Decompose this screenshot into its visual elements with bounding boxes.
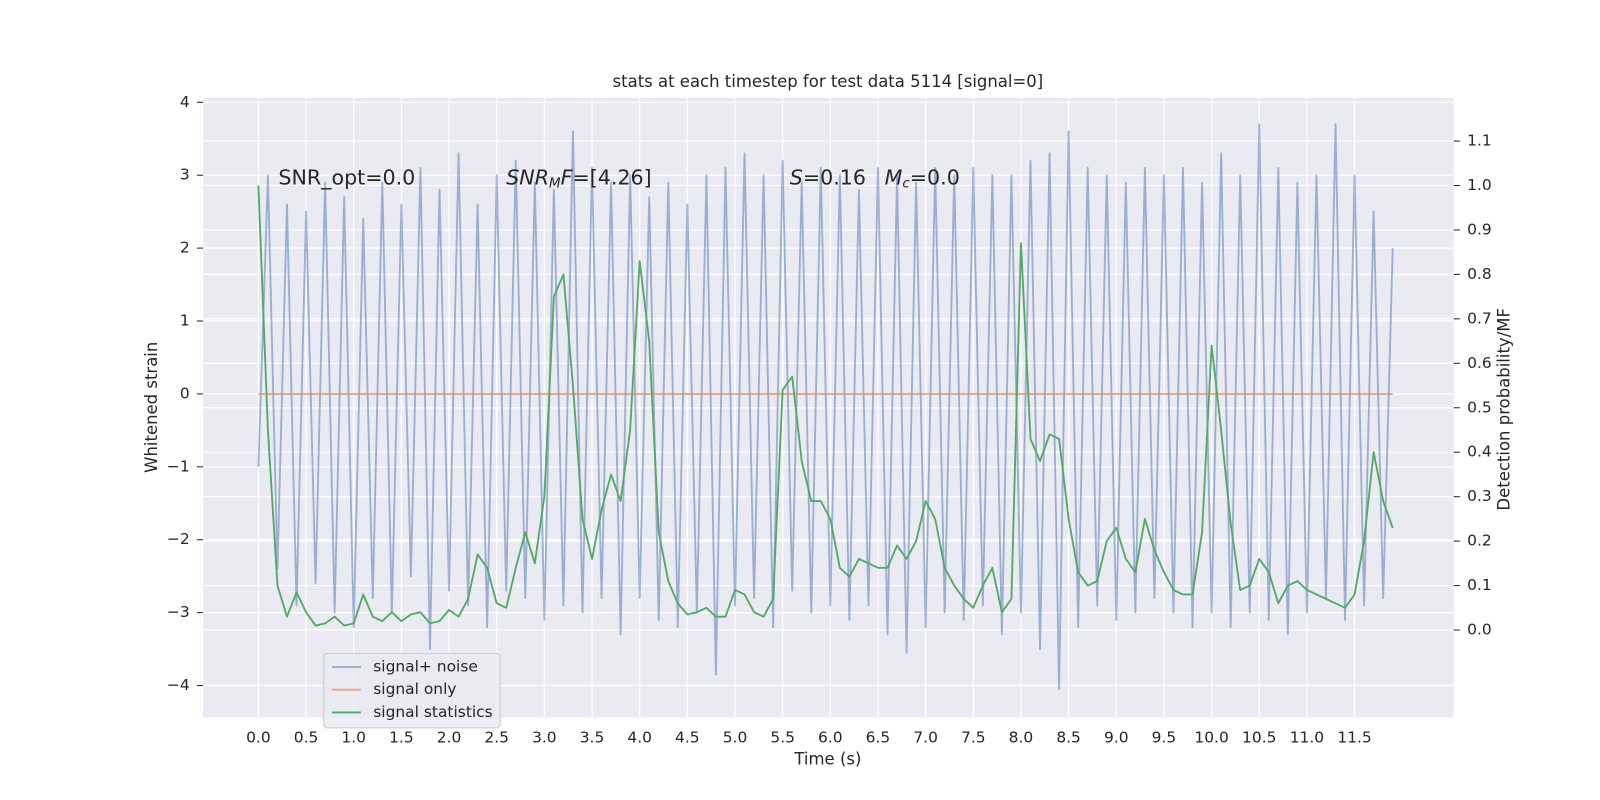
annotation-text: SNR xyxy=(506,165,549,189)
x-tick-label: 1.5 xyxy=(389,729,414,747)
legend-box xyxy=(323,653,501,729)
x-tick-label: 10.0 xyxy=(1194,729,1228,747)
x-axis-label: Time (s) xyxy=(793,749,861,768)
x-tick-label: 0.5 xyxy=(294,729,319,747)
x-tick-label: 3.5 xyxy=(580,729,605,747)
x-tick-label: 7.5 xyxy=(961,729,986,747)
annotation-text: F xyxy=(561,165,574,189)
x-tick-label: 3.0 xyxy=(532,729,557,747)
y2-tick-label: 0.8 xyxy=(1467,265,1492,283)
series-line xyxy=(257,185,1394,627)
x-tick-label: 2.5 xyxy=(484,729,509,747)
x-tick-label: 0.0 xyxy=(246,729,271,747)
y-tick-label: 4 xyxy=(180,93,190,111)
y-tick-label: 3 xyxy=(180,166,190,184)
marks xyxy=(257,123,1394,691)
x-tick-label: 1.0 xyxy=(341,729,366,747)
grid xyxy=(203,97,1454,718)
annotation: SNRMF=[4.26] xyxy=(506,165,652,191)
x-tick-label: 9.5 xyxy=(1152,729,1177,747)
y2-tick-label: 0.0 xyxy=(1467,621,1492,639)
legend-label: signal only xyxy=(373,680,456,698)
y-tick-label: 0 xyxy=(180,384,190,402)
annotation-text: SNR_opt=0.0 xyxy=(278,165,415,190)
y2-tick-label: 0.1 xyxy=(1467,576,1492,594)
legend: signal+ noise signal only signal statistic… xyxy=(323,653,501,729)
y2-tick-label: 0.3 xyxy=(1467,487,1492,505)
x-tick-label: 4.0 xyxy=(627,729,652,747)
annotation-text: =0.16 xyxy=(803,165,866,189)
chart-body: stats at each timestep for test data 511… xyxy=(142,72,1514,768)
x-tick-label: 11.5 xyxy=(1337,729,1371,747)
legend-label: signal+ noise xyxy=(373,658,478,676)
y-tick-label: 2 xyxy=(180,239,190,257)
y-tick-label: −3 xyxy=(167,603,190,621)
x-tick-label: 11.0 xyxy=(1290,729,1324,747)
y-tick-label: −4 xyxy=(167,676,190,694)
y2-tick-label: 0.6 xyxy=(1467,354,1492,372)
y-tick-label: −2 xyxy=(167,530,190,548)
annotation-text: =[4.26] xyxy=(572,165,651,189)
chart-title: stats at each timestep for test data 511… xyxy=(613,72,1044,91)
legend-label: signal statistics xyxy=(373,703,493,721)
x-tick-label: 5.5 xyxy=(770,729,795,747)
series-line xyxy=(257,123,1394,691)
annotation: SNR_opt=0.0 xyxy=(278,165,415,190)
x-tick-label: 5.0 xyxy=(723,729,748,747)
y2-tick-label: 0.2 xyxy=(1467,532,1492,550)
annotation: Mc=0.0 xyxy=(885,165,960,191)
y-axis-label: Whitened strain xyxy=(142,342,161,473)
y2-tick-label: 1.1 xyxy=(1467,132,1492,150)
y2-tick-label: 0.7 xyxy=(1467,309,1492,327)
y2-tick-label: 0.5 xyxy=(1467,398,1492,416)
annotation-subscript: M xyxy=(549,177,561,192)
x-tick-label: 2.0 xyxy=(437,729,462,747)
x-tick-label: 8.0 xyxy=(1009,729,1034,747)
annotation-text: =0.0 xyxy=(910,165,960,189)
y2-tick-label: 0.4 xyxy=(1467,443,1492,461)
annotation-text: S xyxy=(790,165,803,189)
x-tick-label: 10.5 xyxy=(1242,729,1276,747)
y-tick-label: −1 xyxy=(167,457,190,475)
y2-axis-label: Detection probability/MF xyxy=(1495,308,1514,511)
annotation-text: M xyxy=(885,165,903,189)
x-tick-label: 4.5 xyxy=(675,729,700,747)
annotation: S=0.16 xyxy=(790,165,866,189)
y-tick-label: 1 xyxy=(180,312,190,330)
y2-tick-label: 1.0 xyxy=(1467,176,1492,194)
x-tick-label: 6.0 xyxy=(818,729,843,747)
y2-tick-label: 0.9 xyxy=(1467,220,1492,238)
x-tick-label: 9.0 xyxy=(1104,729,1129,747)
annotation-subscript: c xyxy=(902,177,910,192)
x-tick-label: 7.0 xyxy=(913,729,938,747)
x-tick-label: 8.5 xyxy=(1056,729,1081,747)
x-tick-label: 6.5 xyxy=(866,729,891,747)
